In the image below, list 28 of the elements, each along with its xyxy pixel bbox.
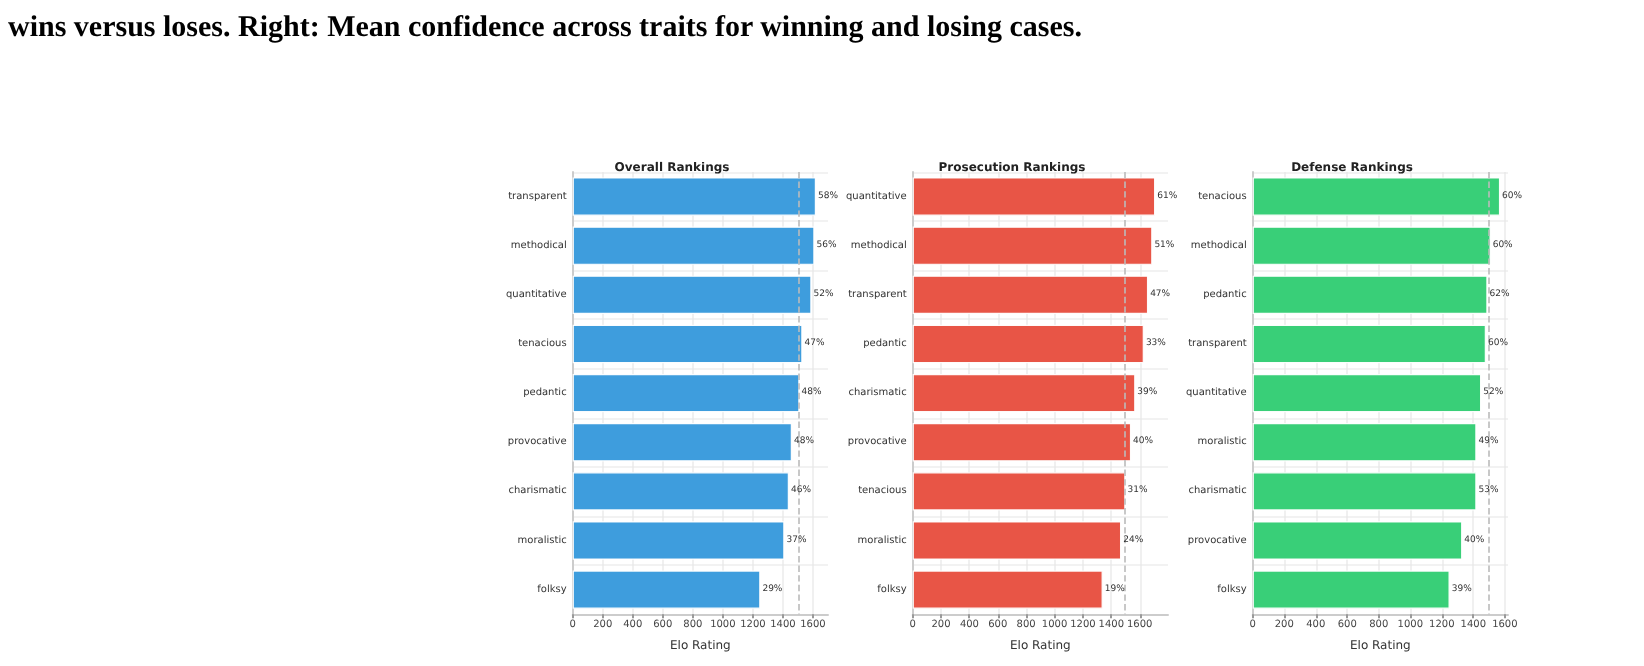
bar xyxy=(1252,472,1477,511)
bar xyxy=(572,373,800,413)
bar xyxy=(572,521,785,560)
bar xyxy=(572,177,816,216)
bar xyxy=(572,275,812,314)
bar xyxy=(1252,570,1450,609)
bar xyxy=(912,570,1103,609)
bar xyxy=(1252,423,1477,462)
bar xyxy=(1252,324,1486,364)
bar xyxy=(1252,521,1463,560)
bar xyxy=(912,324,1144,364)
bar xyxy=(1252,226,1491,265)
bar xyxy=(912,423,1132,462)
text: wins versus loses. Right: Mean confidence across traits for winning and losing cases. xyxy=(8,12,1082,46)
bar xyxy=(912,177,1156,216)
bar xyxy=(912,521,1122,560)
bar xyxy=(1252,275,1488,314)
bar xyxy=(572,226,815,265)
bar xyxy=(912,373,1136,413)
bar xyxy=(572,570,761,609)
bar xyxy=(912,472,1126,511)
bar xyxy=(912,226,1153,265)
bar xyxy=(1252,373,1482,413)
bar xyxy=(1252,177,1501,216)
bar xyxy=(572,324,803,364)
bar xyxy=(572,472,789,511)
bar xyxy=(572,423,792,462)
bar xyxy=(912,275,1149,314)
